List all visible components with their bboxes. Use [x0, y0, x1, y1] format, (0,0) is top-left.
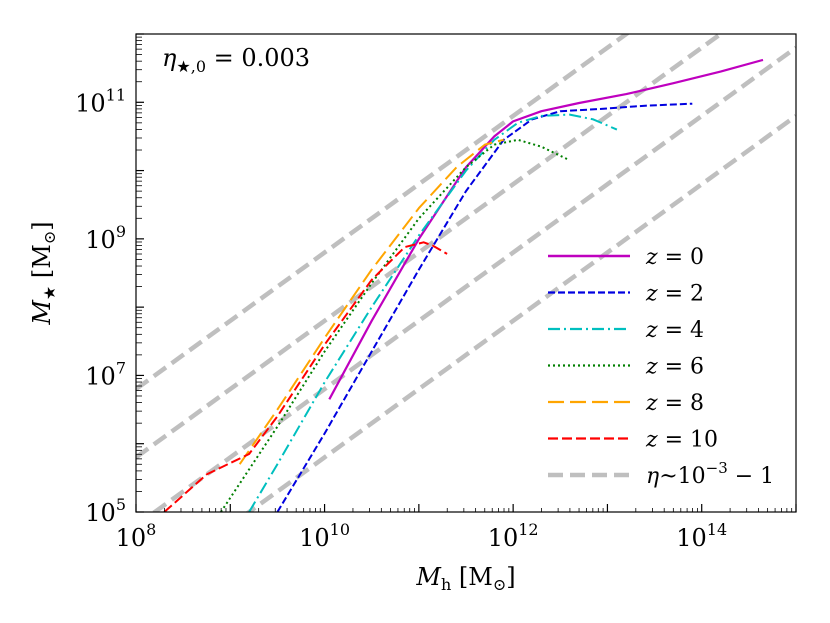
series-line	[220, 138, 571, 512]
x-axis-ticks: 108 1010 1012 1014	[116, 504, 797, 552]
x-tick-label: 1010	[299, 520, 350, 552]
x-tick-label: 1012	[488, 520, 539, 552]
series-line	[328, 58, 764, 400]
y-tick-label: 107	[85, 358, 126, 390]
legend-label: z = 10	[645, 428, 718, 453]
series-line	[238, 138, 504, 465]
legend-label: z = 6	[645, 355, 704, 380]
guide-line	[136, 34, 631, 391]
y-tick-label: 109	[85, 222, 126, 254]
series-lines	[163, 58, 764, 512]
series-line	[163, 241, 448, 512]
y-axis-ticks: 105 107 109 1011	[75, 33, 144, 527]
legend-label: η~10−3 − 1	[646, 459, 774, 489]
series-line	[248, 113, 618, 512]
legend: z = 0 z = 2 z = 4 z = 6 z = 8 z = 10 η~10−3 − …	[548, 245, 774, 489]
y-tick-label: 105	[85, 495, 126, 527]
legend-label: z = 4	[645, 318, 704, 343]
legend-label: z = 0	[645, 245, 704, 270]
y-tick-label: 1011	[75, 85, 126, 117]
y-axis-label: M★ [M⊙]	[28, 221, 59, 325]
guide-lines	[136, 34, 796, 512]
x-tick-label: 1014	[676, 520, 727, 552]
x-axis-label: Mh [M⊙]	[415, 563, 515, 594]
legend-label: z = 8	[645, 391, 704, 416]
legend-label: z = 2	[645, 282, 704, 307]
guide-line	[151, 45, 796, 512]
annotation-eta: η★,0 = 0.003	[162, 44, 310, 76]
guide-line	[136, 34, 725, 460]
x-tick-label: 108	[116, 520, 157, 552]
guide-line	[245, 114, 796, 512]
plot-frame	[135, 33, 797, 513]
